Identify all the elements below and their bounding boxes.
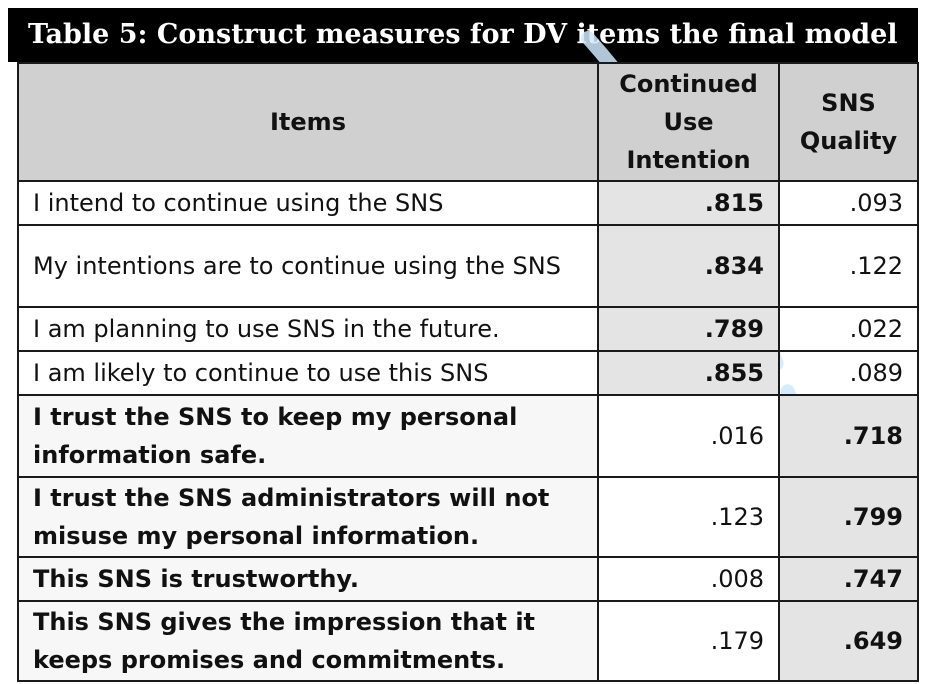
table-row: This SNS is trustworthy. .008 .747 — [17, 556, 919, 602]
quality-loading: .799 — [778, 476, 919, 558]
cui-loading: .789 — [597, 306, 780, 352]
quality-loading: .122 — [778, 224, 919, 308]
table-title: Table 5: Construct measures for DV items… — [8, 8, 918, 62]
cui-loading: .179 — [597, 600, 780, 682]
item-cell: I am planning to use SNS in the future. — [17, 306, 599, 352]
header-continued-use-intention: Continued Use Intention — [597, 62, 780, 182]
cui-loading: .834 — [597, 224, 780, 308]
item-cell: I intend to continue using the SNS — [17, 180, 599, 226]
item-cell: My intentions are to continue using the … — [17, 224, 599, 308]
item-cell: This SNS is trustworthy. — [17, 556, 599, 602]
table-row: I am likely to continue to use this SNS … — [17, 350, 919, 396]
header-items: Items — [17, 62, 599, 182]
item-cell: I trust the SNS to keep my personal info… — [17, 394, 599, 478]
quality-loading: .093 — [778, 180, 919, 226]
header-sns-quality: SNS Quality — [778, 62, 919, 182]
construct-measures-table: Items Continued Use Intention SNS Qualit… — [17, 62, 919, 682]
table-row: I intend to continue using the SNS .815 … — [17, 180, 919, 226]
quality-loading: .089 — [778, 350, 919, 396]
table-row: I am planning to use SNS in the future. … — [17, 306, 919, 352]
quality-loading: .649 — [778, 600, 919, 682]
item-cell: This SNS gives the impression that it ke… — [17, 600, 599, 682]
quality-loading: .747 — [778, 556, 919, 602]
table-row: My intentions are to continue using the … — [17, 224, 919, 308]
item-cell: I trust the SNS administrators will not … — [17, 476, 599, 558]
cui-loading: .855 — [597, 350, 780, 396]
table-row: This SNS gives the impression that it ke… — [17, 600, 919, 682]
item-cell: I am likely to continue to use this SNS — [17, 350, 599, 396]
document-frame: Table 5: Construct measures for DV items… — [8, 8, 919, 682]
table-row: I trust the SNS to keep my personal info… — [17, 394, 919, 478]
quality-loading: .718 — [778, 394, 919, 478]
cui-loading: .016 — [597, 394, 780, 478]
table-header-row: Items Continued Use Intention SNS Qualit… — [17, 62, 919, 182]
quality-loading: .022 — [778, 306, 919, 352]
table-row: I trust the SNS administrators will not … — [17, 476, 919, 558]
cui-loading: .123 — [597, 476, 780, 558]
cui-loading: .008 — [597, 556, 780, 602]
cui-loading: .815 — [597, 180, 780, 226]
